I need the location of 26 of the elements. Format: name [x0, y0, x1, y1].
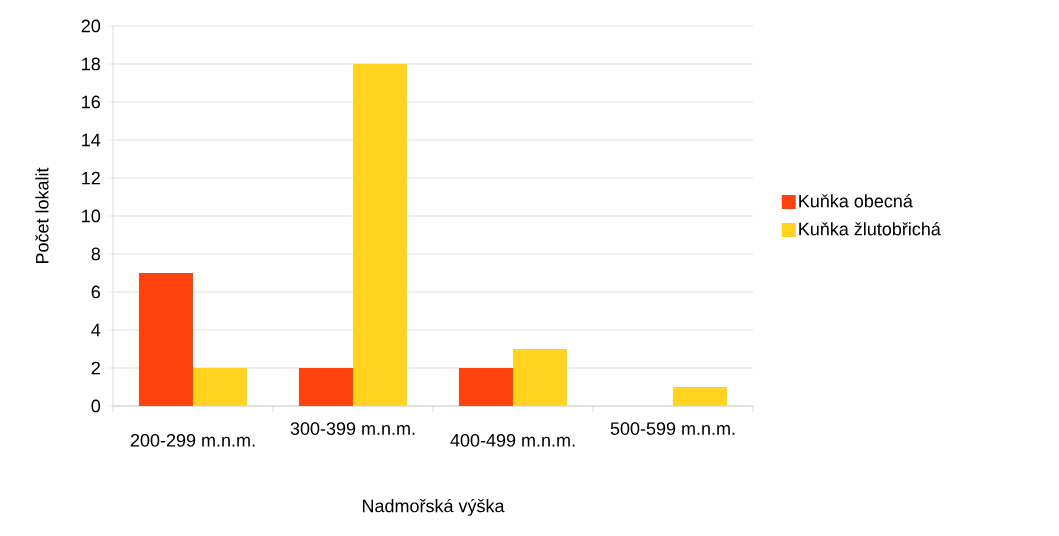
bar [139, 273, 194, 406]
y-tick-label: 2 [91, 361, 100, 375]
bar [193, 368, 247, 406]
legend-label: Kuňka obecná [799, 194, 913, 208]
y-tick-label: 6 [91, 285, 101, 299]
y-tick-label: 12 [82, 171, 100, 185]
x-tick-label: 200-299 m.n.m. [130, 433, 255, 447]
y-tick-label: 20 [81, 19, 101, 33]
y-axis-title: Počet lokalit [35, 167, 49, 264]
x-tick-label: 500-599 m.n.m. [610, 422, 735, 435]
bar [299, 368, 354, 406]
y-tick-label: 4 [91, 323, 101, 337]
y-tick-label: 18 [82, 57, 101, 71]
x-tick-label: 400-499 m.n.m. [450, 433, 575, 447]
y-tick-label: 10 [82, 209, 101, 223]
x-axis-title: Nadmořská výška [362, 498, 505, 516]
y-tick-label: 8 [91, 247, 101, 261]
bar [673, 387, 728, 406]
y-tick-label: 16 [82, 95, 101, 109]
bar [459, 368, 513, 406]
y-tick-label: 14 [82, 133, 101, 147]
legend-label: Kuňka žlutobřichá [799, 222, 941, 236]
y-tick-label: 0 [91, 399, 101, 413]
bar [353, 64, 407, 406]
bar [513, 349, 568, 406]
x-tick-label: 300-399 m.n.m. [290, 422, 415, 435]
